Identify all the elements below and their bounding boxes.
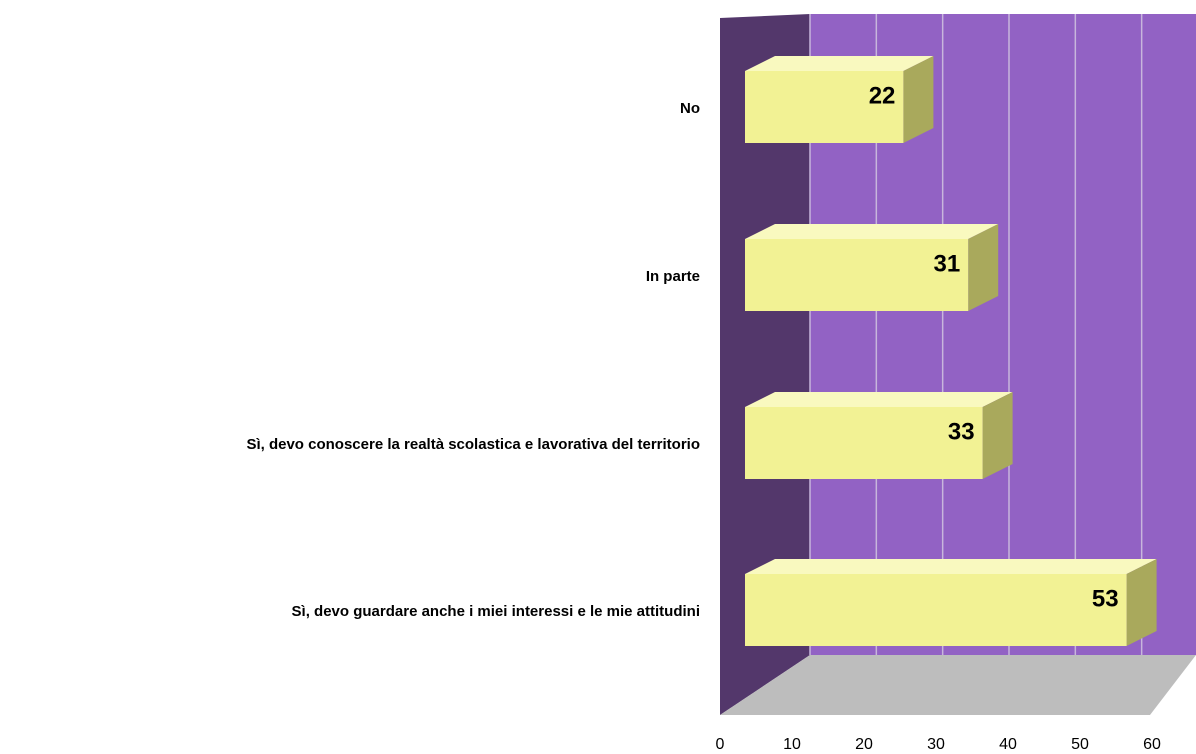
bar xyxy=(745,392,1013,479)
x-tick-label: 0 xyxy=(716,736,725,753)
bar xyxy=(745,559,1157,646)
bar-top xyxy=(745,56,934,71)
bar-front xyxy=(745,71,904,143)
bar-side xyxy=(968,224,999,311)
bar-side xyxy=(982,392,1013,479)
x-tick-label: 60 xyxy=(1143,736,1161,753)
value-label: 53 xyxy=(1092,585,1119,612)
bar xyxy=(745,224,999,311)
x-tick-label: 30 xyxy=(927,736,945,753)
back-wall xyxy=(810,14,1196,655)
side-wall xyxy=(720,14,810,715)
bar-top xyxy=(745,392,1013,407)
bar-front xyxy=(745,574,1127,646)
bar-front xyxy=(745,239,969,311)
bar-top xyxy=(745,224,999,239)
value-label: 31 xyxy=(933,250,960,277)
x-tick-label: 50 xyxy=(1071,736,1089,753)
y-tick-label: Sì, devo conoscere la realtà scolastica … xyxy=(246,436,700,453)
bar xyxy=(745,56,934,143)
floor xyxy=(720,655,1196,715)
bar-top xyxy=(745,559,1157,574)
y-tick-label: In parte xyxy=(646,268,700,285)
x-tick-label: 40 xyxy=(999,736,1017,753)
bar-side xyxy=(903,56,934,143)
bar-front xyxy=(745,407,983,479)
y-tick-label: No xyxy=(680,100,700,117)
x-tick-label: 10 xyxy=(783,736,801,753)
y-tick-label: Sì, devo guardare anche i miei interessi… xyxy=(292,603,700,620)
value-label: 33 xyxy=(948,418,975,445)
value-label: 22 xyxy=(869,82,896,109)
bar-side xyxy=(1126,559,1157,646)
x-tick-label: 20 xyxy=(855,736,873,753)
